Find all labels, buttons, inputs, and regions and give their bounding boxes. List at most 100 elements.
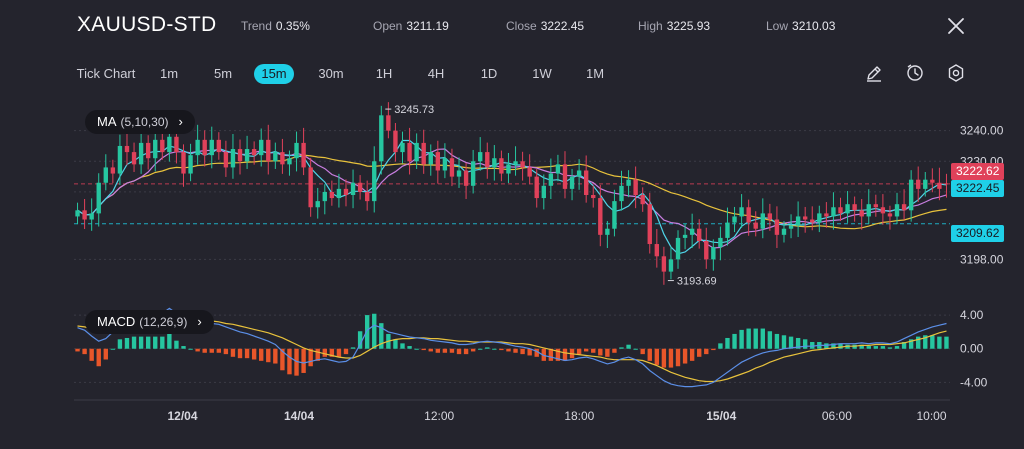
macd-histogram-bar: [908, 339, 914, 349]
candle-body: [661, 256, 667, 272]
candle-body: [492, 158, 497, 168]
macd-histogram-bar: [626, 344, 631, 349]
candle-body: [930, 179, 935, 183]
ma5-line: [77, 139, 947, 255]
settings-icon[interactable]: [946, 63, 966, 83]
tab-1mo[interactable]: 1M: [585, 66, 605, 81]
candle-body: [89, 213, 94, 220]
candle-body: [555, 164, 561, 174]
low-marker-label: 3193.69: [677, 276, 717, 288]
macd-histogram-bar: [470, 348, 476, 352]
macd-histogram-bar: [831, 343, 836, 349]
macd-label: MACD: [97, 314, 136, 329]
open-stat: Open 3211.19: [373, 19, 449, 33]
candle-body: [216, 139, 222, 153]
candle-body: [852, 204, 857, 211]
macd-histogram-bar: [96, 348, 101, 367]
macd-signal-line: [77, 317, 947, 383]
ma30-line: [77, 154, 947, 230]
close-icon[interactable]: [944, 14, 968, 38]
candle-body: [82, 210, 87, 220]
macd-histogram-bar: [513, 348, 518, 353]
macd-histogram-bar: [499, 348, 504, 351]
candle-body: [887, 213, 893, 217]
candle-body: [223, 152, 229, 168]
candle-body: [131, 152, 137, 165]
ma-indicator-pill[interactable]: MA (5,10,30) ›: [85, 110, 195, 134]
macd-histogram-bar: [421, 348, 426, 351]
candle-body: [562, 164, 568, 189]
candle-body: [633, 179, 638, 195]
candle-body: [802, 216, 808, 220]
candle-body: [160, 139, 165, 153]
candle-body: [725, 222, 730, 238]
time-tick-label: 12/04: [168, 409, 198, 423]
macd-histogram-bar: [237, 348, 243, 359]
candle-body: [901, 204, 907, 211]
macd-histogram-bar: [923, 335, 928, 349]
macd-histogram-bar: [527, 348, 532, 356]
candle-body: [576, 170, 582, 177]
candle-body: [612, 201, 617, 229]
time-tick-label: 14/04: [284, 409, 314, 423]
tab-1m[interactable]: 1m: [159, 66, 179, 81]
open-label: Open: [373, 19, 403, 33]
tab-30m[interactable]: 30m: [318, 66, 344, 81]
tab-4h[interactable]: 4H: [427, 66, 445, 81]
macd-histogram-bar: [605, 348, 610, 357]
tab-5m[interactable]: 5m: [213, 66, 233, 81]
candle-body: [230, 149, 236, 168]
close-price-tag: 3222.45: [951, 180, 1005, 197]
macd-histogram-bar: [746, 328, 751, 349]
candle-body: [654, 244, 660, 257]
candle-body: [478, 152, 483, 162]
candle-body: [937, 182, 942, 189]
candle-body: [110, 167, 116, 174]
candle-body: [428, 152, 433, 165]
candle-body: [343, 188, 349, 195]
macd-histogram-bar: [209, 348, 214, 353]
tab-tick-chart[interactable]: Tick Chart: [76, 66, 136, 81]
macd-histogram-bar: [541, 348, 546, 361]
macd-histogram-bar: [153, 336, 158, 349]
macd-histogram-bar: [774, 333, 780, 349]
macd-histogram-bar: [675, 348, 681, 367]
candle-body: [859, 210, 864, 217]
macd-histogram-bar: [167, 331, 172, 349]
macd-histogram-bar: [916, 336, 921, 349]
macd-histogram-bar: [725, 337, 730, 349]
candle-body: [188, 155, 193, 174]
candle-body: [810, 219, 815, 223]
macd-histogram-bar: [633, 348, 638, 350]
macd-indicator-pill[interactable]: MACD (12,26,9) ›: [85, 310, 214, 334]
high-value: 3225.93: [666, 19, 711, 33]
macd-histogram-bar: [555, 348, 561, 361]
pencil-icon[interactable]: [864, 63, 884, 83]
macd-histogram-bar: [930, 335, 935, 349]
symbol-title: XAUUSD-STD: [77, 13, 217, 36]
tab-15m[interactable]: 15m: [254, 64, 294, 84]
trend-value: 0.35%: [275, 19, 310, 33]
macd-histogram-bar: [485, 347, 490, 349]
candle-body: [640, 195, 645, 205]
candle-body: [386, 115, 391, 131]
macd-histogram-bar: [343, 348, 349, 355]
candle-body: [117, 145, 123, 174]
macd-histogram-bar: [704, 348, 709, 355]
time-tick-label: 10:00: [916, 409, 946, 423]
tab-1h[interactable]: 1H: [375, 66, 393, 81]
candle-body: [273, 152, 278, 162]
candle-body: [866, 204, 871, 217]
tab-1d[interactable]: 1D: [480, 66, 498, 81]
tab-1w[interactable]: 1W: [532, 66, 552, 81]
macd-histogram-bar: [160, 336, 165, 349]
macd-histogram-bar: [894, 346, 900, 349]
clock-icon[interactable]: [905, 63, 925, 83]
candle-body: [732, 216, 737, 223]
macd-histogram-bar: [640, 348, 645, 355]
macd-histogram-bar: [767, 331, 773, 349]
macd-histogram-bar: [711, 348, 716, 351]
macd-histogram-bar: [336, 348, 342, 357]
macd-tick-label: -4.00: [960, 375, 988, 389]
